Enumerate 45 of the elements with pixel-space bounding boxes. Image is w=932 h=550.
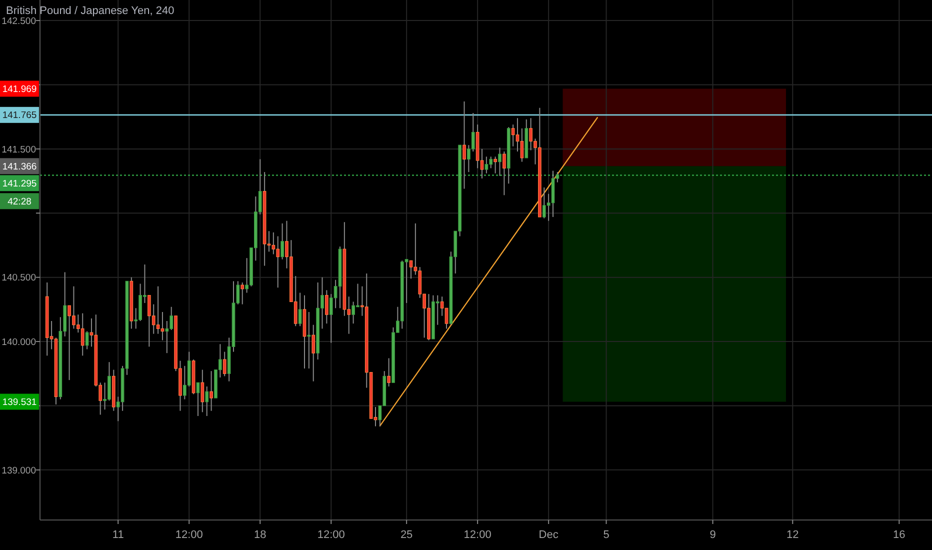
candlestick bbox=[387, 358, 390, 387]
candlestick bbox=[222, 351, 226, 377]
candlestick bbox=[498, 147, 502, 176]
x-tick-label: 12:00 bbox=[317, 529, 345, 541]
candlestick bbox=[85, 330, 89, 350]
candlestick bbox=[494, 156, 497, 174]
candlestick bbox=[520, 128, 524, 162]
x-tick-label: 12 bbox=[786, 529, 799, 541]
annotation: 141.366 bbox=[2, 161, 37, 172]
ref-line-label: 141.295 bbox=[2, 178, 37, 190]
candlestick bbox=[511, 124, 515, 147]
y-tick-label: 141.500 bbox=[2, 144, 36, 156]
candlestick bbox=[210, 370, 213, 412]
candlestick bbox=[484, 156, 488, 174]
chart-title: British Pound / Japanese Yen, 240 bbox=[6, 5, 174, 17]
candlestick bbox=[240, 282, 244, 305]
candlestick bbox=[409, 260, 413, 280]
candlestick bbox=[200, 369, 204, 413]
candlestick bbox=[156, 286, 160, 334]
x-tick-label: 16 bbox=[893, 529, 906, 541]
x-tick-label: 5 bbox=[603, 529, 610, 541]
text: 42:28 bbox=[8, 196, 32, 208]
y-tick-label: 140.000 bbox=[2, 336, 36, 348]
candlestick bbox=[325, 290, 328, 324]
y-tick-label: 142.500 bbox=[2, 16, 36, 27]
candlestick bbox=[312, 324, 316, 382]
x-tick-label: 12:00 bbox=[175, 529, 203, 541]
candlestick bbox=[502, 151, 506, 196]
candlestick bbox=[205, 386, 209, 416]
candlestick bbox=[272, 232, 276, 255]
x-tick-label: 25 bbox=[400, 529, 413, 541]
candlestick bbox=[280, 222, 284, 260]
x-tick-label: 12:00 bbox=[464, 529, 492, 541]
candlestick bbox=[80, 312, 84, 356]
annotation: 141.969 bbox=[2, 84, 37, 96]
y-tick-label: 140.500 bbox=[2, 272, 36, 284]
y-tick-label: 139.000 bbox=[2, 465, 36, 476]
candlestick bbox=[298, 292, 302, 327]
annotation: 139.531 bbox=[2, 397, 37, 408]
x-tick-label: 11 bbox=[112, 529, 124, 541]
x-tick-label: Dec bbox=[538, 529, 559, 541]
x-tick-label: 9 bbox=[710, 529, 716, 541]
candlestick bbox=[462, 100, 466, 190]
x-tick-label: 18 bbox=[254, 529, 266, 541]
ref-line-label: 141.765 bbox=[2, 110, 37, 122]
